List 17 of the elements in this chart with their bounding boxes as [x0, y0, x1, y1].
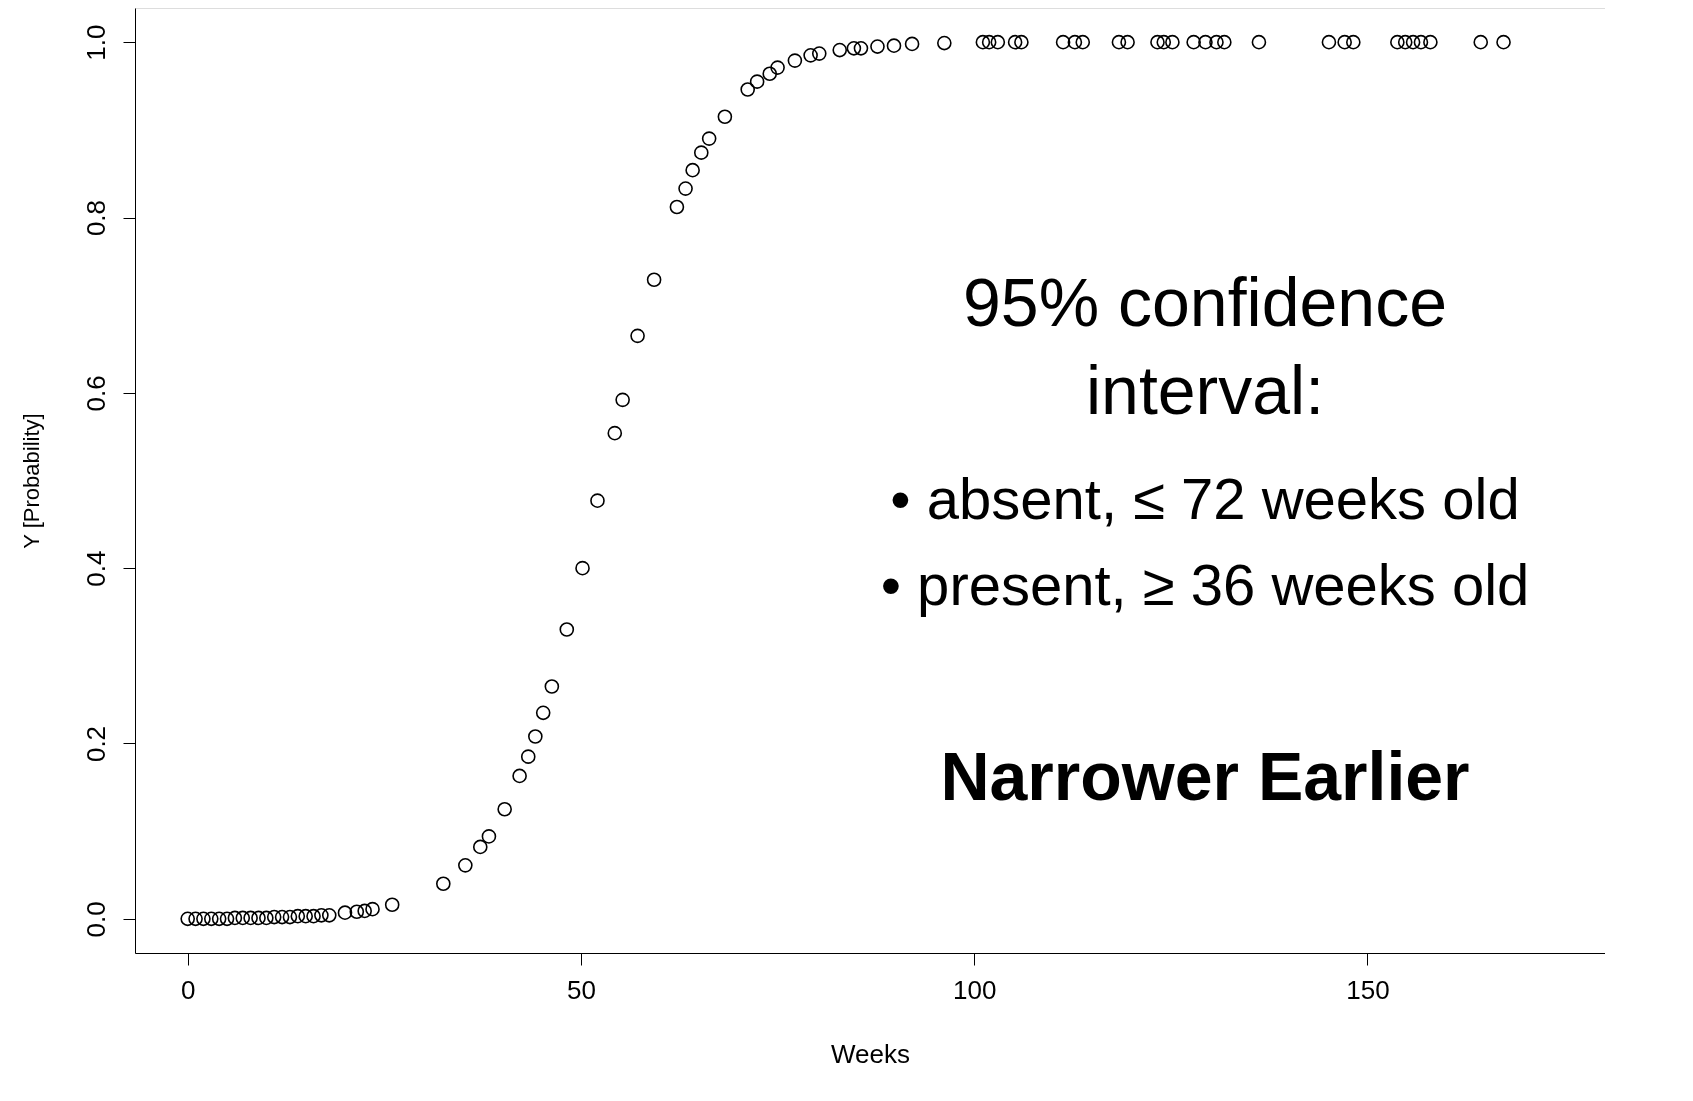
annotation: interval: — [1085, 352, 1325, 428]
x-tick-label: 100 — [953, 974, 997, 1005]
y-tick-label: 1.0 — [80, 24, 111, 61]
x-tick-label: 150 — [1346, 974, 1390, 1005]
annotation: 95% confidence — [963, 264, 1447, 340]
y-tick-label: 0.6 — [80, 375, 111, 412]
x-axis-title: Weeks — [831, 1038, 910, 1069]
annotation: • absent, ≤ 72 weeks old — [890, 466, 1520, 531]
y-axis-title: Y [Probability] — [18, 413, 44, 549]
x-tick-label: 0 — [180, 974, 196, 1005]
annotation: • present, ≥ 36 weeks old — [880, 552, 1530, 617]
x-tick-label: 50 — [566, 974, 596, 1005]
y-tick-label: 0.8 — [80, 199, 111, 237]
annotation: Narrower Earlier — [940, 738, 1470, 814]
y-tick-label: 0.0 — [80, 901, 111, 938]
y-tick-label: 0.2 — [80, 725, 111, 763]
y-tick-label: 0.4 — [80, 550, 111, 587]
